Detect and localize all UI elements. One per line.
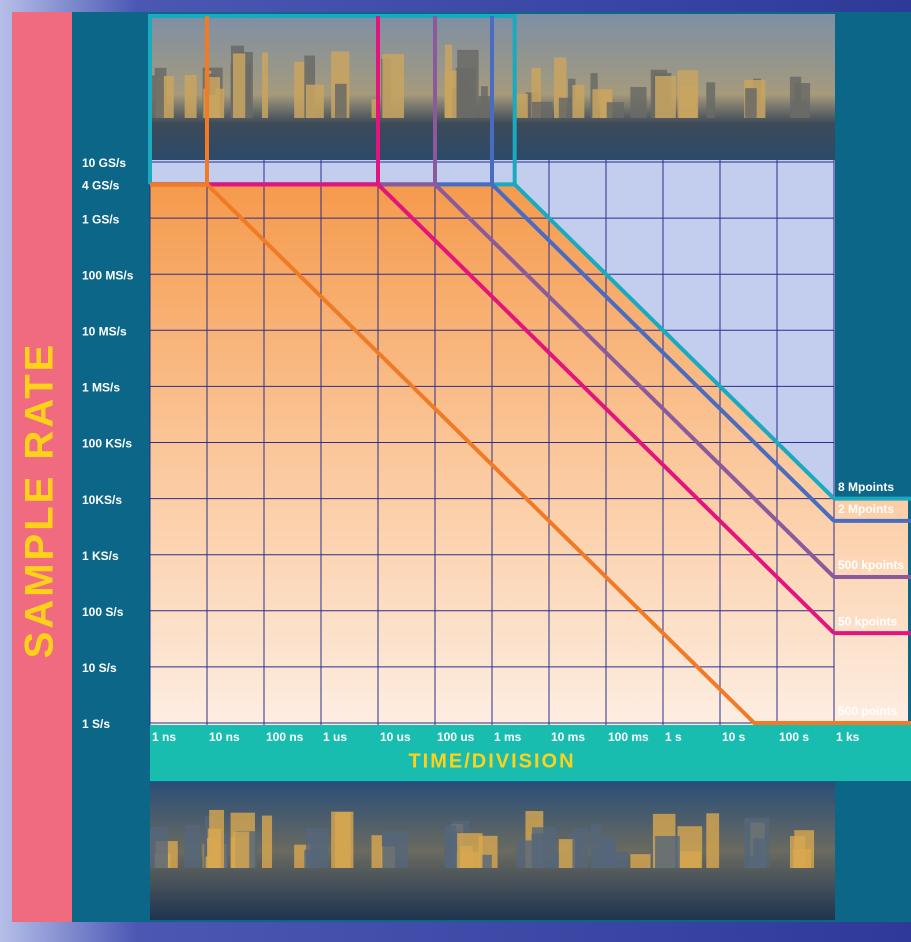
skyline-building xyxy=(444,825,457,868)
skyline-building xyxy=(590,824,602,868)
y-tick-label: 10 MS/s xyxy=(82,324,127,338)
x-tick-label: 10 s xyxy=(722,730,746,744)
skyline-building xyxy=(516,93,528,118)
skyline-building xyxy=(184,74,197,118)
skyline-building xyxy=(232,53,246,118)
y-tick-label: 10KS/s xyxy=(82,493,122,507)
skyline-building xyxy=(150,827,168,868)
y-tick-label: 100 MS/s xyxy=(82,268,134,282)
skyline-building xyxy=(382,54,405,118)
y-tick-label: 1 S/s xyxy=(82,717,110,731)
x-tick-label: 10 ms xyxy=(551,730,585,744)
x-axis-label: TIME/DIVISION xyxy=(408,750,575,772)
skyline-building xyxy=(655,835,680,868)
skyline-building xyxy=(516,840,532,868)
y-tick-label: 10 GS/s xyxy=(82,156,126,170)
skyline-building xyxy=(655,76,676,118)
skyline-building xyxy=(371,99,378,118)
skyline-building xyxy=(568,78,576,118)
x-tick-label: 1 s xyxy=(665,730,682,744)
skyline-building xyxy=(371,835,382,868)
skyline-building xyxy=(706,813,720,868)
series-label: 8 Mpoints xyxy=(838,480,894,494)
x-tick-label: 1 ks xyxy=(836,730,860,744)
x-tick-label: 100 s xyxy=(779,730,809,744)
skyline-building xyxy=(480,854,492,868)
skyline-building xyxy=(209,809,225,868)
skyline-building xyxy=(630,854,651,868)
x-tick-label: 100 ms xyxy=(608,730,649,744)
x-tick-label: 10 ns xyxy=(209,730,240,744)
skyline-building xyxy=(572,828,589,868)
skyline-building xyxy=(261,815,273,868)
skyline-building xyxy=(531,101,553,118)
skyline-building xyxy=(794,830,815,868)
skyline-building xyxy=(150,75,164,118)
y-label-band xyxy=(12,12,72,922)
x-axis-band xyxy=(150,725,911,781)
x-tick-label: 100 ns xyxy=(266,730,304,744)
skyline-building xyxy=(558,839,575,868)
skyline-building xyxy=(606,102,624,118)
skyline-building xyxy=(606,851,628,868)
skyline-building xyxy=(706,82,716,118)
skyline-building xyxy=(209,77,221,118)
skyline-building xyxy=(480,86,488,118)
envelope-fill xyxy=(150,184,908,725)
y-tick-label: 100 S/s xyxy=(82,605,124,619)
x-tick-label: 1 us xyxy=(323,730,347,744)
y-tick-label: 10 S/s xyxy=(82,661,117,675)
y-tick-label: 1 GS/s xyxy=(82,212,120,226)
skyline-building xyxy=(261,52,269,118)
skyline-building xyxy=(460,74,469,118)
skyline-building xyxy=(334,83,347,118)
skyline-building xyxy=(531,827,557,868)
skyline-building xyxy=(572,85,585,118)
skyline-building xyxy=(460,845,473,868)
y-tick-label: 100 KS/s xyxy=(82,437,132,451)
skyline-building xyxy=(184,825,201,868)
accent-line xyxy=(148,14,517,185)
x-tick-label: 1 ms xyxy=(494,730,522,744)
y-tick-label: 1 MS/s xyxy=(82,381,120,395)
y-tick-label: 1 KS/s xyxy=(82,549,119,563)
series-line xyxy=(150,182,834,725)
skyline-building xyxy=(232,831,250,868)
series-label: 50 kpoints xyxy=(838,614,898,628)
series-label: 500 kpoints xyxy=(838,558,904,572)
skyline-building xyxy=(745,855,761,868)
x-tick-label: 10 us xyxy=(380,730,411,744)
x-tick-label: 100 us xyxy=(437,730,475,744)
skyline-building xyxy=(444,44,453,118)
skyline-building xyxy=(334,811,351,868)
y-tick-label: 4 GS/s xyxy=(82,178,120,192)
skyline-building xyxy=(305,84,324,118)
skyline-building xyxy=(679,851,701,868)
skyline-building xyxy=(745,88,757,118)
skyline-building xyxy=(794,82,811,118)
series-label: 500 points xyxy=(838,704,898,718)
skyline-building xyxy=(630,86,647,118)
series-label: 2 Mpoints xyxy=(838,502,894,516)
skyline-building xyxy=(558,97,571,118)
y-axis-label: SAMPLE RATE xyxy=(18,342,62,659)
skyline-building xyxy=(679,86,697,118)
skyline-building xyxy=(305,828,328,868)
skyline-building xyxy=(382,830,409,868)
series-line xyxy=(150,182,836,635)
x-tick-label: 1 ns xyxy=(152,730,176,744)
skyline-building xyxy=(531,67,541,118)
skyline-building xyxy=(294,61,307,118)
